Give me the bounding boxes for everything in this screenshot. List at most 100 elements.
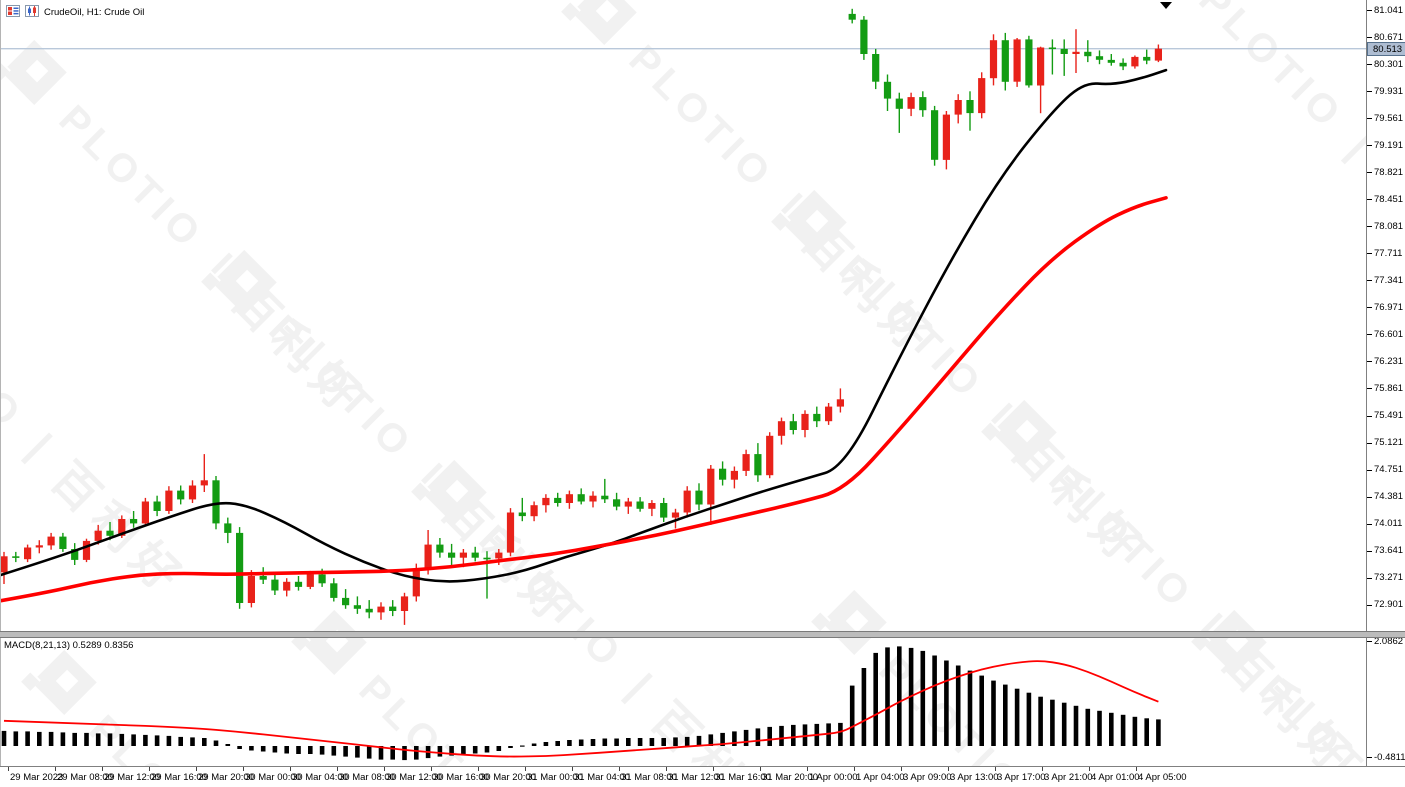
time-axis-label: 30 Mar 16:00 — [433, 772, 489, 783]
time-tick — [1136, 767, 1137, 771]
price-tick — [1367, 469, 1372, 471]
price-axis-label: 75.121 — [1374, 437, 1404, 448]
plotio-diamond-logo-icon — [764, 181, 850, 267]
price-axis-label: 75.861 — [1374, 382, 1404, 394]
price-axis-label: 79.191 — [1374, 139, 1404, 151]
time-tick — [807, 767, 808, 771]
price-axis-label: 77.341 — [1374, 274, 1404, 286]
time-axis-label: 4 Apr 05:00 — [1138, 772, 1187, 783]
macd-chart-canvas[interactable] — [0, 638, 1366, 766]
time-axis-label: 30 Mar 04:00 — [292, 772, 348, 783]
symbol-label: CrudeOil, H1: Crude Oil — [6, 5, 144, 20]
price-tick — [1367, 145, 1372, 147]
time-tick — [619, 767, 620, 771]
price-axis-label: 75.491 — [1374, 410, 1404, 421]
plotio-diamond-logo-icon — [974, 391, 1060, 477]
brand-watermark: PLOTIO|百利好 — [803, 580, 1204, 787]
time-tick — [337, 767, 338, 771]
time-axis-label: 30 Mar 00:00 — [245, 772, 301, 783]
time-axis-label: 30 Mar 08:00 — [339, 772, 395, 783]
time-tick — [196, 767, 197, 771]
time-axis-label: 3 Apr 21:00 — [1044, 772, 1093, 783]
ma-slow-line — [0, 196, 1168, 603]
time-axis-label: 29 Mar 20:00 — [198, 772, 254, 783]
price-tick — [1367, 91, 1372, 93]
plotio-diamond-logo-icon — [554, 0, 640, 57]
price-tick — [1367, 172, 1372, 174]
macd-signal-line — [3, 660, 1159, 758]
macd-indicator-label: MACD(8,21,13) 0.5289 0.8356 — [4, 640, 134, 651]
time-tick — [572, 767, 573, 771]
time-tick — [854, 767, 855, 771]
price-tick — [1367, 604, 1372, 606]
time-axis-label: 3 Apr 09:00 — [903, 772, 952, 783]
price-tick — [1367, 37, 1372, 38]
price-axis-label: 79.561 — [1374, 112, 1404, 124]
panel-divider[interactable] — [0, 631, 1405, 638]
time-axis-label: 31 Mar 16:00 — [715, 772, 771, 783]
chart-shift-marker[interactable] — [1160, 2, 1172, 9]
price-tick — [1367, 118, 1372, 120]
price-axis-label: 76.971 — [1374, 301, 1404, 313]
price-tick — [1367, 280, 1372, 282]
time-tick — [8, 767, 9, 771]
price-axis-label: 78.821 — [1374, 166, 1404, 178]
plotio-diamond-logo-icon — [14, 641, 100, 727]
price-tick — [1367, 334, 1372, 336]
price-axis-label: 72.901 — [1374, 599, 1404, 611]
price-axis-label: 77.711 — [1374, 247, 1403, 259]
chart-left-frame — [0, 0, 1, 766]
brand-watermark: PLOTIO|百利好 — [13, 640, 414, 787]
time-axis-label: 30 Mar 12:00 — [386, 772, 442, 783]
macd-scale-max: 2.0862 — [1374, 636, 1404, 647]
plotio-diamond-logo-icon — [194, 241, 280, 327]
brand-watermark: PLOTIO|百利好 — [763, 180, 1164, 581]
price-tick — [1367, 10, 1372, 11]
macd-panel[interactable] — [0, 638, 1366, 766]
price-tick — [1367, 641, 1372, 642]
time-tick — [102, 767, 103, 771]
time-axis-label: 3 Apr 13:00 — [950, 772, 999, 783]
time-axis-label: 31 Mar 00:00 — [527, 772, 583, 783]
time-axis-label: 31 Mar 20:00 — [762, 772, 818, 783]
symbol-label-text: CrudeOil, H1: Crude Oil — [44, 7, 145, 18]
time-tick — [431, 767, 432, 771]
price-axis-label: 80.671 — [1374, 31, 1404, 43]
price-axis[interactable]: 80.513 81.041 80.671 80.301 79.931 79.561 79.… — [1366, 0, 1405, 766]
price-tick — [1367, 64, 1372, 66]
time-tick — [525, 767, 526, 771]
time-axis-label: 3 Apr 17:00 — [997, 772, 1046, 783]
price-tick — [1367, 496, 1372, 498]
price-tick — [1367, 415, 1372, 417]
main-chart-panel[interactable] — [0, 0, 1366, 631]
time-axis-label: 29 Mar 2023 — [10, 772, 64, 783]
time-tick — [55, 767, 56, 771]
time-tick — [760, 767, 761, 771]
quotes-table-icon — [6, 5, 20, 20]
plotio-diamond-logo-icon — [404, 451, 490, 537]
price-tick — [1367, 757, 1372, 758]
time-axis[interactable]: 29 Mar 2023 29 Mar 08:00 29 Mar 12:00 29 Ma… — [0, 766, 1405, 787]
time-axis-label: 31 Mar 04:00 — [574, 772, 630, 783]
time-tick — [1089, 767, 1090, 771]
price-tick — [1367, 550, 1372, 552]
price-axis-label: 73.271 — [1374, 572, 1404, 584]
brand-watermark: PLOTIO|百利好 — [553, 0, 954, 371]
candlestick-chart-canvas[interactable] — [0, 0, 1366, 631]
time-tick — [149, 767, 150, 771]
brand-watermark: PLOTIO|百利好 — [193, 240, 594, 641]
price-tick — [1367, 388, 1372, 390]
price-axis-label: 76.601 — [1374, 328, 1404, 340]
time-axis-label: 31 Mar 08:00 — [621, 772, 677, 783]
price-axis-label: 80.301 — [1374, 58, 1404, 70]
price-axis-label: 78.081 — [1374, 220, 1404, 232]
time-tick — [243, 767, 244, 771]
price-axis-label: 73.641 — [1374, 545, 1404, 557]
time-tick — [666, 767, 667, 771]
time-axis-label: 29 Mar 16:00 — [151, 772, 207, 783]
time-axis-label: 29 Mar 12:00 — [104, 772, 160, 783]
price-tick — [1367, 442, 1372, 444]
price-axis-label: 81.041 — [1374, 4, 1404, 16]
